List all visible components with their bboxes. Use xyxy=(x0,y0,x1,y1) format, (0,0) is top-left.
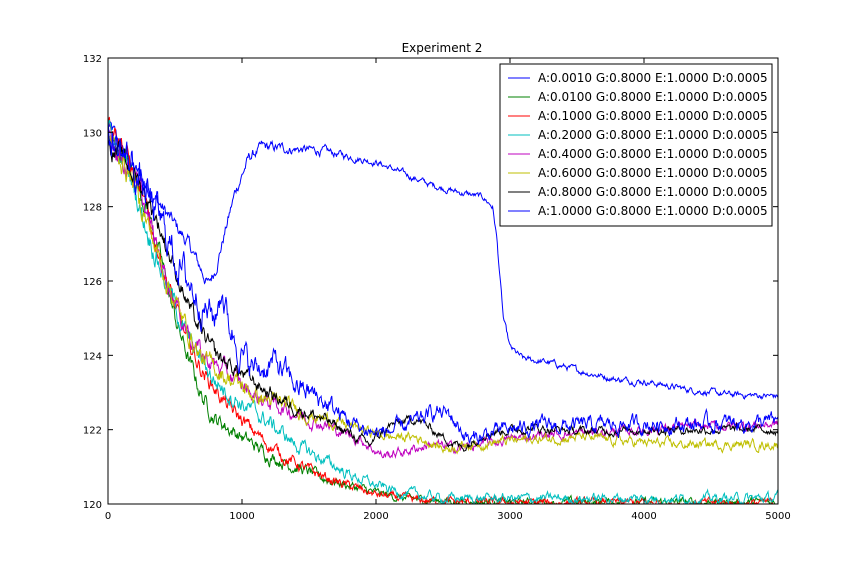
legend-label-4: A:0.4000 G:0.8000 E:1.0000 D:0.0005 xyxy=(538,147,768,161)
x-tick-label-0: 0 xyxy=(105,511,111,522)
series-line-5 xyxy=(108,132,778,455)
chart-title: Experiment 2 xyxy=(402,41,483,55)
legend-label-1: A:0.0100 G:0.8000 E:1.0000 D:0.0005 xyxy=(538,90,768,104)
x-tick-label-5: 5000 xyxy=(765,511,790,522)
series-line-3 xyxy=(108,119,778,504)
y-tick-label-2: 124 xyxy=(83,351,102,362)
series-line-0 xyxy=(108,120,778,400)
y-tick-label-5: 130 xyxy=(83,128,102,139)
y-tick-label-0: 120 xyxy=(83,500,102,511)
y-tick-label-1: 122 xyxy=(83,426,102,437)
legend-label-2: A:0.1000 G:0.8000 E:1.0000 D:0.0005 xyxy=(538,109,768,123)
legend-label-0: A:0.0010 G:0.8000 E:1.0000 D:0.0005 xyxy=(538,71,768,85)
y-tick-label-3: 126 xyxy=(83,277,102,288)
series-lines xyxy=(108,116,778,504)
y-tick-label-6: 132 xyxy=(83,54,102,65)
series-line-4 xyxy=(108,126,778,459)
legend-label-5: A:0.6000 G:0.8000 E:1.0000 D:0.0005 xyxy=(538,166,768,180)
x-tick-label-1: 1000 xyxy=(229,511,254,522)
legend-label-7: A:1.0000 G:0.8000 E:1.0000 D:0.0005 xyxy=(538,204,768,218)
x-tick-label-4: 4000 xyxy=(631,511,656,522)
legend-label-3: A:0.2000 G:0.8000 E:1.0000 D:0.0005 xyxy=(538,128,768,142)
legend-label-6: A:0.8000 G:0.8000 E:1.0000 D:0.0005 xyxy=(538,185,768,199)
axis-ticks: 0 1000 2000 3000 4000 5000 120 122 124 126 128 130 1… xyxy=(83,54,791,522)
series-line-7 xyxy=(108,121,778,445)
x-tick-label-3: 3000 xyxy=(497,511,522,522)
x-tick-label-2: 2000 xyxy=(363,511,388,522)
y-tick-label-4: 128 xyxy=(83,203,102,214)
legend: A:0.0010 G:0.8000 E:1.0000 D:0.0005 A:0.0… xyxy=(499,63,773,227)
series-line-2 xyxy=(108,116,774,504)
legend-box xyxy=(499,63,773,227)
